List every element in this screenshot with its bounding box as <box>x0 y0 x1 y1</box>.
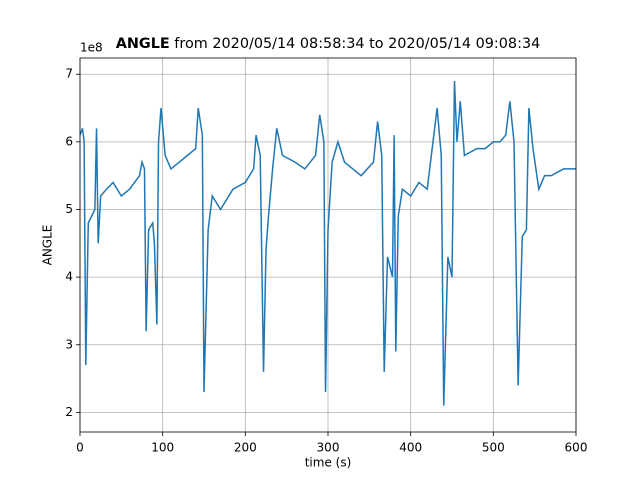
x-tick-label: 0 <box>76 441 84 455</box>
x-tick-label: 400 <box>399 441 422 455</box>
y-tick-label: 5 <box>65 202 73 216</box>
chart-title: ANGLE from 2020/05/14 08:58:34 to 2020/0… <box>116 36 541 52</box>
title-rest: from 2020/05/14 08:58:34 to 2020/05/14 0… <box>174 36 540 52</box>
y-tick-label: 7 <box>65 67 73 81</box>
y-tick-label: 4 <box>65 270 73 284</box>
x-tick-label: 500 <box>482 441 505 455</box>
y-tick-label: 3 <box>65 337 73 351</box>
y-axis-label: ANGLE <box>41 225 55 266</box>
x-tick-label: 300 <box>317 441 340 455</box>
y-tick-label: 6 <box>65 134 73 148</box>
plot-frame <box>79 57 577 433</box>
offset-text: 1e8 <box>80 41 103 55</box>
y-tick-label: 2 <box>65 405 73 419</box>
title-bold: ANGLE <box>116 36 170 52</box>
x-tick-label: 100 <box>151 441 174 455</box>
x-tick-label: 600 <box>565 441 588 455</box>
data-line <box>79 80 576 406</box>
x-tick-label: 200 <box>234 441 257 455</box>
x-axis-label: time (s) <box>305 456 352 470</box>
